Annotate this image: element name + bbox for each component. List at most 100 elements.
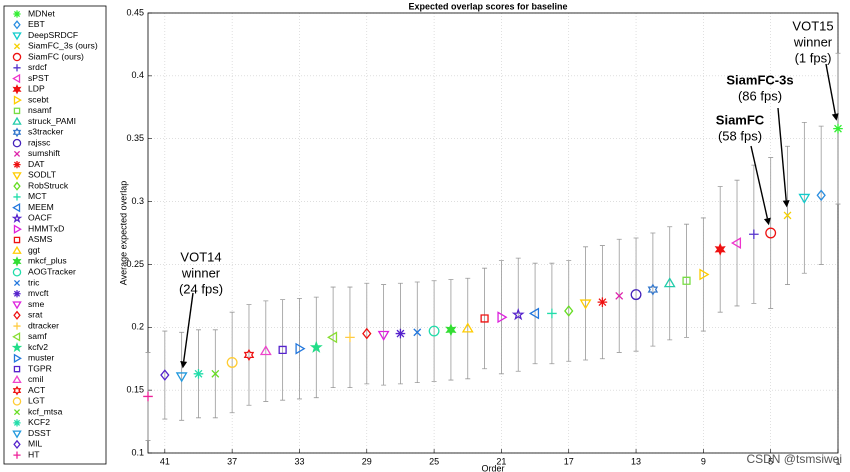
- legend-label: srat: [28, 310, 43, 320]
- x-tick-label: 17: [564, 456, 574, 466]
- legend-label: MDNet: [28, 8, 55, 18]
- data-point: [749, 229, 759, 240]
- legend-label: MIL: [28, 439, 43, 449]
- annotation-arrowhead: [831, 113, 839, 121]
- legend-marker: [12, 52, 22, 62]
- legend-marker: [12, 374, 22, 384]
- legend-label: sme: [28, 299, 44, 309]
- data-point: [630, 289, 642, 300]
- legend-marker: [13, 310, 21, 320]
- data-point: [160, 369, 170, 381]
- error-bar: [465, 277, 471, 380]
- legend-label: kcf_mtsa: [28, 406, 63, 416]
- data-point: [816, 189, 826, 202]
- error-bar: [734, 179, 740, 307]
- data-point: [528, 307, 540, 320]
- error-bar: [431, 280, 437, 382]
- data-point: [833, 123, 843, 134]
- data-point: [480, 314, 489, 323]
- legend-marker: [13, 365, 21, 373]
- legend-marker: [12, 268, 22, 277]
- legend-label: ggt: [28, 245, 41, 255]
- legend-marker: [13, 107, 21, 115]
- x-tick-label: 21: [496, 456, 506, 466]
- annotation-arrowhead: [763, 217, 771, 226]
- error-bar: [700, 217, 706, 332]
- legend-marker: [13, 290, 21, 298]
- error-bar: [684, 223, 690, 338]
- data-point: [243, 348, 255, 362]
- error-bar: [179, 331, 185, 421]
- annotation-arrowhead: [782, 200, 790, 208]
- plot-frame: [147, 12, 839, 454]
- legend-label: tric: [28, 277, 40, 287]
- error-bar: [364, 282, 370, 385]
- data-point: [278, 345, 287, 355]
- data-point: [699, 268, 710, 281]
- annotation-text: VOT14: [180, 249, 221, 264]
- y-tick-label: 0.4: [131, 70, 144, 80]
- legend-marker: [13, 322, 21, 330]
- data-point: [413, 328, 422, 337]
- legend-label: SODLT: [28, 170, 57, 180]
- x-tick-label: 41: [160, 456, 170, 466]
- legend-marker: [13, 43, 21, 50]
- x-axis-label: Order: [481, 463, 504, 472]
- legend-marker: [12, 332, 21, 342]
- annotation-text: SiamFC-3s: [726, 72, 793, 87]
- error-bar: [263, 300, 269, 402]
- legend-marker: [12, 385, 22, 396]
- error-bar: [162, 330, 168, 420]
- legend-label: DAT: [28, 159, 45, 169]
- legend-label: struck_PAMI: [28, 116, 76, 126]
- legend-label: DSST: [28, 428, 52, 438]
- data-point: [597, 297, 608, 307]
- x-tick-label: 33: [294, 456, 304, 466]
- data-point: [327, 331, 338, 344]
- legend-label: samf: [28, 331, 47, 341]
- chart-title: Expected overlap scores for baseline: [408, 1, 567, 11]
- data-point: [445, 323, 457, 337]
- legend-label: ACT: [28, 385, 46, 395]
- legend-marker: [13, 409, 21, 416]
- annotation-arrow: [182, 292, 194, 362]
- legend-marker: [12, 256, 22, 267]
- legend-marker: [12, 84, 22, 95]
- y-tick-label: 0.2: [131, 322, 144, 332]
- annotation-text: (1 fps): [795, 50, 832, 65]
- data-point: [647, 283, 659, 296]
- legend-marker: [12, 245, 22, 254]
- legend-marker: [13, 236, 21, 244]
- data-point: [461, 322, 474, 333]
- error-bar: [650, 232, 656, 347]
- error-bar: [229, 311, 235, 414]
- legend-label: KCF2: [28, 417, 50, 427]
- legend-label: HMMTxD: [28, 223, 64, 233]
- data-point: [511, 307, 525, 321]
- data-point: [345, 332, 355, 343]
- data-point: [259, 345, 272, 356]
- legend-marker: [13, 224, 22, 234]
- error-bar: [296, 297, 302, 400]
- annotation-text: winner: [181, 265, 221, 280]
- x-tick-label: 1: [835, 456, 840, 466]
- data-point: [682, 276, 691, 285]
- annotation-text: (24 fps): [179, 281, 223, 296]
- error-bar: [381, 284, 387, 386]
- annotation-text: SiamFC: [716, 112, 765, 127]
- legend-marker: [13, 20, 21, 30]
- legend-marker: [12, 430, 22, 439]
- legend-marker: [13, 193, 21, 201]
- legend-label: MEEM: [28, 202, 54, 212]
- data-point: [295, 342, 306, 355]
- legend-label: mkcf_plus: [28, 256, 67, 266]
- legend-label: cmil: [28, 374, 43, 384]
- legend-label: LGT: [28, 396, 45, 406]
- error-bar: [633, 237, 639, 352]
- y-tick-label: 0.25: [126, 259, 144, 269]
- data-point: [362, 327, 372, 340]
- legend-marker: [11, 341, 23, 353]
- x-tick-label: 29: [362, 456, 372, 466]
